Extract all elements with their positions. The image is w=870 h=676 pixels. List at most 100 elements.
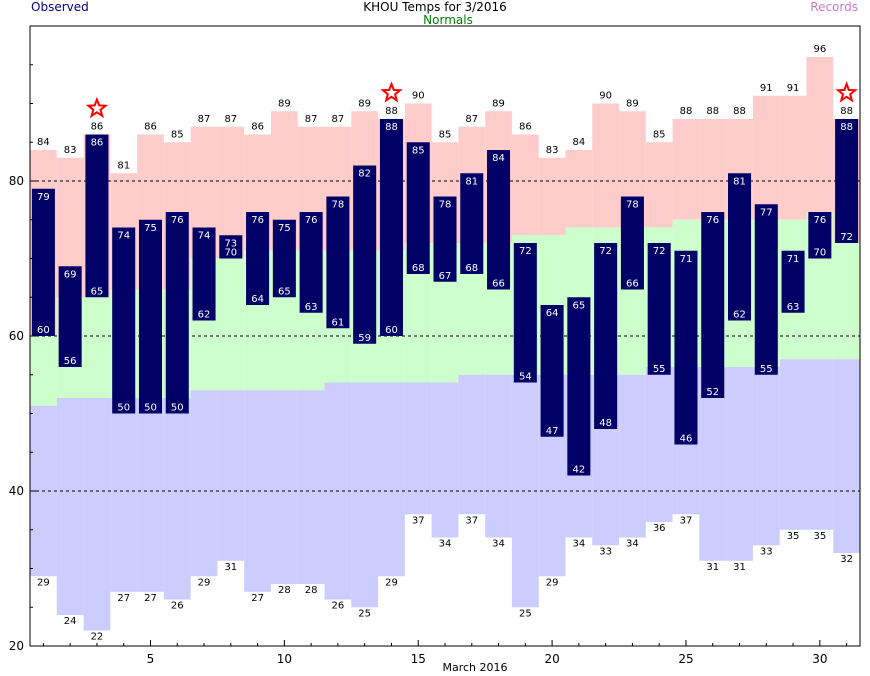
record-low-label: 33 [599,546,612,557]
record-low-label: 25 [358,608,371,619]
observed-bar [85,134,109,298]
record-star-icon [380,81,403,103]
observed-high-label: 75 [144,223,157,234]
observed-bar [513,243,537,383]
observed-high-label: 84 [492,153,505,164]
record-low-band [619,374,646,538]
record-star-icon [835,81,858,103]
record-high-label: 81 [117,160,130,171]
record-high-label: 87 [305,114,318,125]
observed-bar [754,204,778,375]
observed-bar [781,250,805,313]
observed-low-label: 68 [465,263,478,274]
observed-low-label: 60 [385,325,398,336]
record-high-label: 91 [760,83,773,94]
record-high-label: 88 [680,106,693,117]
observed-low-label: 64 [251,294,264,305]
record-low-label: 27 [144,593,157,604]
record-low-band [217,390,245,561]
observed-low-label: 63 [787,302,800,313]
record-low-label: 35 [787,531,800,542]
record-high-label: 89 [278,98,291,109]
observed-low-label: 70 [224,248,237,259]
record-low-label: 31 [706,562,719,573]
observed-bar [192,227,216,321]
y-tick-label: 40 [9,484,24,498]
observed-low-label: 70 [813,248,826,259]
record-high-label: 90 [412,91,425,102]
record-low-band [351,382,379,608]
record-high-label: 85 [171,129,184,140]
record-low-band [110,398,138,592]
chart-title: KHOU Temps for 3/2016 [363,0,507,14]
legend-records: Records [810,0,858,14]
record-low-label: 29 [546,577,559,588]
observed-high-label: 74 [198,231,211,242]
observed-bar [674,250,698,445]
legend-normals: Normals [423,13,473,27]
observed-bar [487,150,511,290]
record-low-band [137,398,164,592]
record-low-band [833,359,860,553]
observed-low-label: 42 [573,465,586,476]
record-high-label: 88 [385,106,398,117]
record-high-label: 88 [840,106,853,117]
record-high-label: 87 [198,114,211,125]
record-high-label: 84 [573,137,586,148]
observed-high-label: 71 [787,254,800,265]
normal-range-band [217,258,245,391]
record-high-label: 89 [626,98,639,109]
observed-low-label: 54 [519,372,532,383]
observed-high-label: 88 [840,122,853,133]
normal-range-band [833,243,860,360]
record-high-label: 96 [813,44,826,55]
observed-bar [272,219,296,298]
record-high-band [538,157,566,236]
x-tick-label: 5 [147,652,155,666]
observed-low-label: 52 [706,387,719,398]
observed-high-label: 65 [573,300,586,311]
observed-low-label: 60 [37,325,50,336]
record-high-label: 87 [465,114,478,125]
observed-bar [460,173,484,274]
observed-bar [326,196,350,329]
record-low-band [163,398,191,600]
record-low-label: 33 [760,546,773,557]
observed-low-label: 50 [144,403,157,414]
record-star-icon [85,96,109,119]
observed-bar [31,188,55,336]
observed-low-label: 65 [278,286,291,297]
record-low-label: 28 [305,585,318,596]
observed-high-label: 71 [680,254,693,265]
observed-low-label: 48 [599,418,612,429]
normal-range-band [83,297,111,398]
observed-bar [540,305,564,437]
observed-low-label: 63 [305,302,318,313]
observed-high-label: 88 [385,122,398,133]
observed-bar [219,235,243,259]
record-low-label: 24 [64,616,77,627]
observed-bar [433,196,457,282]
record-low-label: 37 [412,515,425,526]
record-high-band [806,57,834,212]
record-high-label: 83 [546,145,559,156]
observed-high-label: 76 [706,215,719,226]
observed-high-label: 75 [278,223,291,234]
record-low-label: 27 [117,593,130,604]
record-low-label: 29 [385,577,398,588]
observed-bar [406,142,430,274]
record-low-band [779,359,807,530]
record-low-band [378,382,405,577]
record-high-label: 89 [358,98,371,109]
observed-bar [567,297,591,476]
observed-bar [353,165,377,344]
record-low-band [83,398,111,631]
record-low-label: 34 [573,539,586,550]
normal-range-band [30,336,57,406]
observed-low-label: 47 [546,426,559,437]
observed-high-label: 76 [813,215,826,226]
record-high-label: 86 [144,122,157,133]
observed-bar [165,212,189,414]
record-low-band [270,390,298,584]
record-low-label: 36 [653,523,666,534]
